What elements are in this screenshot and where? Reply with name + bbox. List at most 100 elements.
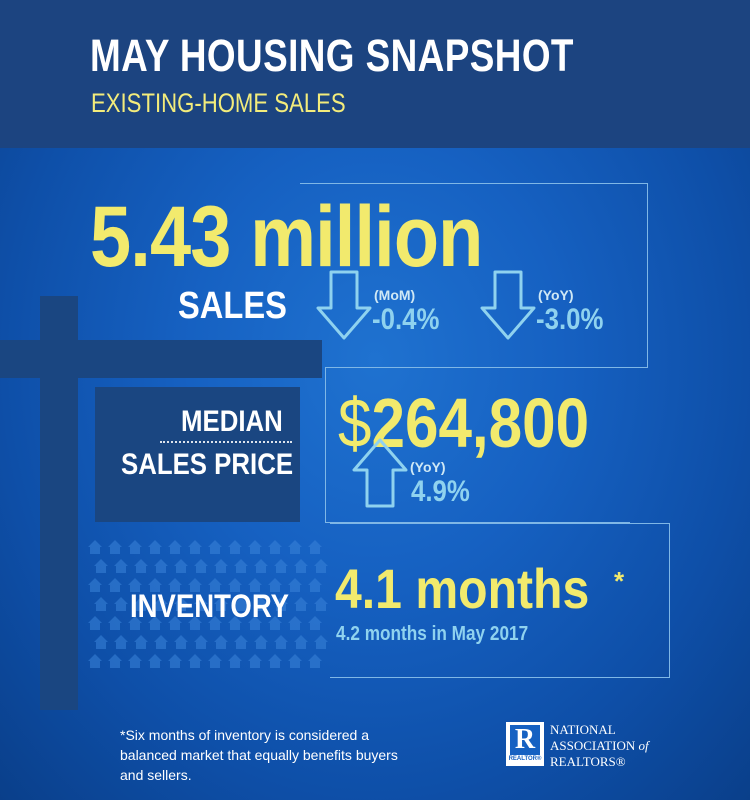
median-label-line1: MEDIAN	[181, 405, 283, 438]
logo-letter: R	[510, 725, 540, 755]
sales-label: SALES	[178, 285, 287, 327]
house-icon	[134, 559, 148, 573]
house-icon	[208, 578, 222, 592]
house-icon	[168, 616, 182, 630]
house-icon	[94, 597, 108, 611]
house-icon	[174, 635, 188, 649]
house-icon	[254, 597, 268, 611]
house-icon	[254, 635, 268, 649]
median-price-value: $264,800	[338, 383, 589, 463]
house-icon	[168, 654, 182, 668]
house-pattern-icon	[88, 540, 328, 668]
house-icon	[228, 616, 242, 630]
house-icon	[308, 616, 322, 630]
house-icon	[88, 540, 102, 554]
house-icon	[288, 578, 302, 592]
footnote: *Six months of inventory is considered a…	[120, 727, 398, 783]
house-icon	[108, 578, 122, 592]
house-icon	[214, 635, 228, 649]
inventory-value: 4.1 months	[335, 557, 590, 620]
nar-line2-text: ASSOCIATION	[550, 738, 636, 753]
house-icon	[88, 654, 102, 668]
sales-mom-value: -0.4%	[372, 303, 440, 336]
house-icon	[134, 597, 148, 611]
house-icon	[94, 635, 108, 649]
house-icon	[228, 540, 242, 554]
house-icon	[128, 616, 142, 630]
sign-post-icon	[0, 296, 322, 710]
house-icon	[208, 654, 222, 668]
price-yoy-label: (YoY)	[410, 459, 446, 475]
house-icon	[294, 635, 308, 649]
house-icon	[194, 559, 208, 573]
median-label-box	[95, 387, 300, 522]
house-icon	[134, 635, 148, 649]
house-icon	[268, 540, 282, 554]
house-icon	[128, 540, 142, 554]
house-icon	[108, 616, 122, 630]
house-icon	[254, 559, 268, 573]
realtor-logo-icon: R REALTOR®	[506, 722, 544, 766]
house-icon	[288, 540, 302, 554]
house-icon	[228, 578, 242, 592]
house-icon	[174, 559, 188, 573]
house-icon	[248, 540, 262, 554]
house-icon	[214, 559, 228, 573]
nar-line1: NATIONAL	[550, 722, 616, 737]
house-icon	[294, 597, 308, 611]
house-icon	[288, 616, 302, 630]
house-icon	[168, 578, 182, 592]
price-number: 264,800	[371, 384, 590, 462]
house-icon	[274, 597, 288, 611]
house-icon	[194, 635, 208, 649]
house-icon	[174, 597, 188, 611]
price-frame	[325, 367, 630, 523]
house-icon	[308, 540, 322, 554]
house-icon	[314, 597, 328, 611]
house-icon	[188, 654, 202, 668]
divider	[160, 441, 292, 443]
house-icon	[154, 559, 168, 573]
house-icon	[234, 635, 248, 649]
house-icon	[114, 635, 128, 649]
house-icon	[208, 616, 222, 630]
house-icon	[208, 540, 222, 554]
house-icon	[194, 597, 208, 611]
house-icon	[188, 616, 202, 630]
inventory-asterisk: *	[614, 566, 625, 596]
nar-line2: ASSOCIATION of	[550, 738, 649, 754]
down-arrow-icon	[480, 270, 536, 340]
house-icon	[128, 654, 142, 668]
house-icon	[234, 559, 248, 573]
house-icon	[228, 654, 242, 668]
sales-frame	[300, 183, 648, 368]
sales-value: 5.43 million	[90, 189, 483, 285]
inventory-frame	[330, 523, 670, 678]
house-icon	[274, 635, 288, 649]
house-icon	[314, 559, 328, 573]
nar-wordmark: NATIONAL ASSOCIATION of REALTORS®	[550, 722, 649, 770]
house-icon	[108, 540, 122, 554]
house-icon	[154, 597, 168, 611]
house-icon	[88, 616, 102, 630]
house-icon	[308, 654, 322, 668]
house-icon	[268, 616, 282, 630]
house-icon	[234, 597, 248, 611]
page-subtitle: EXISTING-HOME SALES	[91, 88, 346, 118]
house-icon	[114, 597, 128, 611]
house-icon	[168, 540, 182, 554]
down-arrow-icon	[316, 270, 372, 340]
house-icon	[314, 635, 328, 649]
median-label-line2: SALES PRICE	[121, 448, 294, 481]
sales-frame-bottom	[325, 367, 648, 368]
house-icon	[274, 559, 288, 573]
house-icon	[148, 616, 162, 630]
page-title: MAY HOUSING SNAPSHOT	[90, 30, 574, 81]
nar-line2-of: of	[638, 738, 649, 753]
price-yoy-value: 4.9%	[411, 475, 470, 508]
house-icon	[148, 654, 162, 668]
sales-yoy-label: (YoY)	[538, 287, 574, 303]
up-arrow-icon	[352, 438, 408, 508]
house-icon	[148, 540, 162, 554]
house-icon	[188, 578, 202, 592]
